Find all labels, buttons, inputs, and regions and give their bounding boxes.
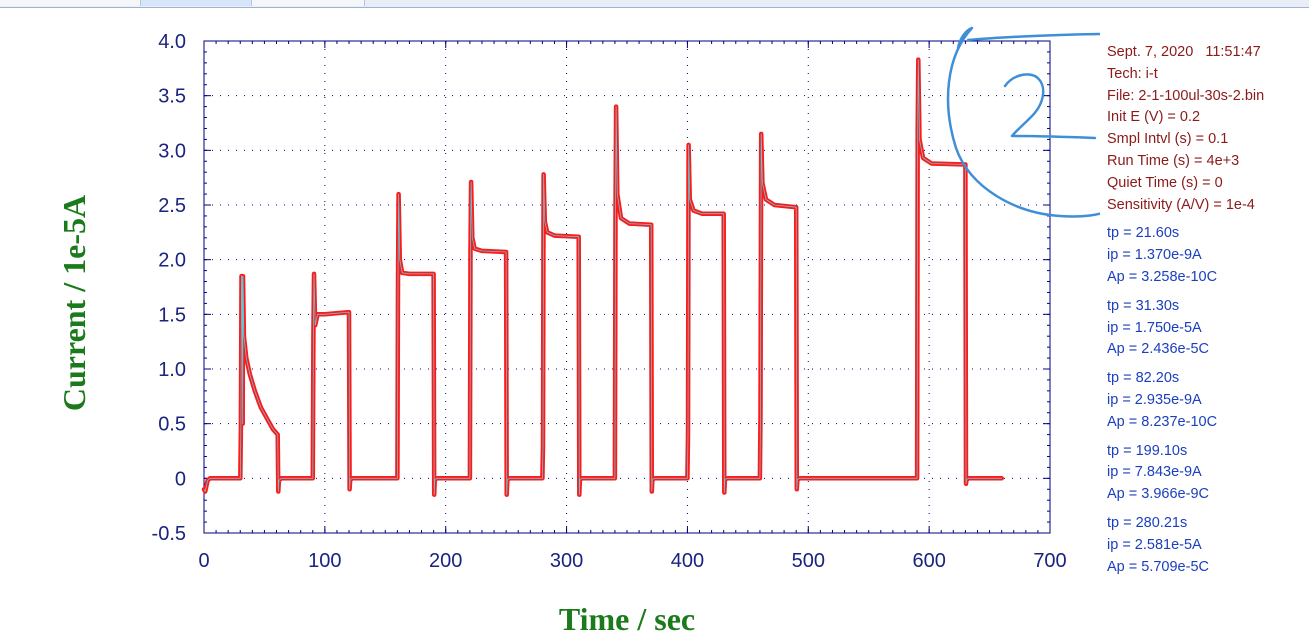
x-axis-title: Time / sec xyxy=(559,601,695,637)
window-tab[interactable] xyxy=(252,0,365,6)
x-tick-label: 600 xyxy=(912,550,945,572)
y-tick-label: -0.5 xyxy=(152,523,186,545)
peak-tp: tp = 21.60s xyxy=(1107,225,1180,242)
x-tick-label: 300 xyxy=(550,550,583,572)
y-tick-label: 2.5 xyxy=(158,195,186,217)
peak-ip: ip = 1.750e-5A xyxy=(1107,319,1202,336)
info-file: File: 2-1-100ul-30s-2.bin xyxy=(1107,87,1265,104)
info-quiet-time: Quiet Time (s) = 0 xyxy=(1107,174,1223,191)
x-tick-label: 0 xyxy=(198,550,209,572)
info-technique: Tech: i-t xyxy=(1107,65,1158,82)
info-sensitivity: Sensitivity (A/V) = 1e-4 xyxy=(1107,196,1255,213)
peak-ip: ip = 1.370e-9A xyxy=(1107,247,1202,264)
peak-ap: Ap = 5.709e-5C xyxy=(1107,558,1209,575)
peak-tp: tp = 82.20s xyxy=(1107,370,1180,387)
y-tick-label: 2.0 xyxy=(158,250,186,272)
y-tick-label: 3.0 xyxy=(158,140,186,162)
y-tick-label: 1.0 xyxy=(158,359,186,381)
x-tick-labels: 0 100 200 300 400 500 600 700 xyxy=(198,550,1066,572)
peak-ap: Ap = 3.258e-10C xyxy=(1107,268,1218,285)
info-sample-interval: Smpl Intvl (s) = 0.1 xyxy=(1107,131,1229,148)
info-date: Sept. 7, 2020 11:51:47 xyxy=(1107,44,1261,60)
peak-tp: tp = 31.30s xyxy=(1107,297,1180,314)
peak-ap: Ap = 3.966e-9C xyxy=(1107,486,1209,503)
current-time-chart: 0 100 200 300 400 500 600 700 4.0 3.5 3.0 2.5 2.0 1.… xyxy=(56,26,1100,637)
plot-frame xyxy=(203,40,1051,534)
peak-ip: ip = 2.581e-5A xyxy=(1107,536,1202,553)
series-trace-core xyxy=(203,59,1002,496)
peak-result-1: tp = 21.60s ip = 1.370e-9A Ap = 3.258e-1… xyxy=(1107,223,1264,288)
peak-ip: ip = 7.843e-9A xyxy=(1107,464,1202,481)
window-tab-active[interactable] xyxy=(141,0,252,6)
peak-result-5: tp = 280.21s ip = 2.581e-5A Ap = 5.709e-… xyxy=(1107,513,1264,578)
y-axis-title: Current / 1e-5A xyxy=(56,195,92,411)
y-tick-label: 0 xyxy=(175,468,186,490)
info-init-e: Init E (V) = 0.2 xyxy=(1107,109,1201,126)
x-tick-label: 100 xyxy=(308,550,341,572)
y-tick-label: 1.5 xyxy=(158,304,186,326)
peak-ip: ip = 2.935e-9A xyxy=(1107,391,1202,408)
peak-result-3: tp = 82.20s ip = 2.935e-9A Ap = 8.237e-1… xyxy=(1107,368,1264,433)
info-run-time: Run Time (s) = 4e+3 xyxy=(1107,152,1240,169)
x-tick-label: 400 xyxy=(671,550,704,572)
peak-ap: Ap = 2.436e-5C xyxy=(1107,341,1209,358)
y-tick-label: 0.5 xyxy=(158,414,186,436)
experiment-info-panel: Sept. 7, 2020 11:51:47 Tech: i-t File: 2… xyxy=(1107,42,1264,578)
peak-result-4: tp = 199.10s ip = 7.843e-9A Ap = 3.966e-… xyxy=(1107,441,1264,506)
y-tick-label: 4.0 xyxy=(158,31,186,53)
peak-tp: tp = 199.10s xyxy=(1107,442,1188,459)
peak-result-2: tp = 31.30s ip = 1.750e-5A Ap = 2.436e-5… xyxy=(1107,296,1264,361)
x-tick-label: 200 xyxy=(429,550,462,572)
window-tab[interactable] xyxy=(0,0,141,6)
peak-tp: tp = 280.21s xyxy=(1107,514,1188,531)
window-tab-strip xyxy=(0,0,1309,8)
y-tick-label: 3.5 xyxy=(158,86,186,108)
y-tick-labels: 4.0 3.5 3.0 2.5 2.0 1.5 1.0 0.5 0 -0.5 xyxy=(152,31,186,545)
x-tick-label: 700 xyxy=(1033,550,1066,572)
x-tick-label: 500 xyxy=(792,550,825,572)
handwritten-annotation xyxy=(946,26,1100,218)
peak-ap: Ap = 8.237e-10C xyxy=(1107,413,1218,430)
series-group xyxy=(201,57,1004,497)
